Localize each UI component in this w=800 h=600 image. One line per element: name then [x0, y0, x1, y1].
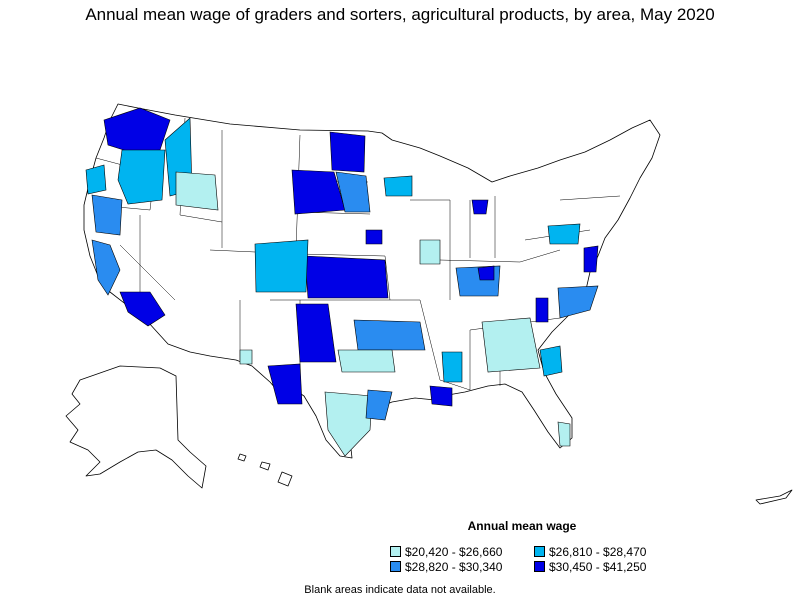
wage-region: [365, 389, 393, 421]
wage-region: [335, 171, 371, 213]
legend-swatch: [390, 561, 401, 572]
wage-region: [254, 239, 309, 293]
wage-region: [337, 349, 396, 373]
puerto-rico-outline: [755, 489, 793, 505]
wage-region: [304, 255, 389, 299]
wage-region: [535, 297, 549, 323]
wage-region: [365, 229, 383, 245]
wage-region: [583, 245, 599, 273]
legend-item: $30,450 - $41,250: [534, 560, 646, 574]
wage-region: [547, 223, 581, 245]
legend-label: $26,810 - $28,470: [549, 545, 647, 559]
wage-region: [539, 345, 563, 377]
wage-region: [91, 194, 123, 236]
wage-region: [383, 175, 413, 197]
wage-region: [353, 319, 426, 351]
wage-region: [557, 421, 571, 447]
legend-label: $30,450 - $41,250: [549, 560, 647, 574]
wage-region: [471, 199, 489, 215]
wage-region: [441, 351, 463, 383]
hawaii-island: [277, 471, 293, 487]
map-title: Annual mean wage of graders and sorters,…: [85, 5, 715, 24]
wage-region: [295, 303, 337, 363]
legend-item: $26,810 - $28,470: [534, 545, 646, 559]
wage-region: [119, 291, 166, 327]
hawaii-island: [237, 453, 247, 462]
legend-item: $28,820 - $30,340: [390, 560, 502, 574]
hawaii-island: [259, 461, 271, 471]
wage-region: [117, 149, 166, 205]
legend-swatch: [390, 546, 401, 557]
wage-region: [324, 391, 373, 457]
wage-region: [557, 285, 599, 319]
legend-title: Annual mean wage: [467, 519, 577, 533]
wage-region: [267, 363, 303, 405]
wage-region: [329, 131, 366, 173]
legend-label: $28,820 - $30,340: [405, 560, 503, 574]
legend-label: $20,420 - $26,660: [405, 545, 503, 559]
alaska-outline: [65, 365, 207, 489]
wage-region: [175, 171, 219, 211]
wage-region: [85, 164, 107, 195]
wage-region: [419, 239, 441, 265]
wage-region: [477, 265, 495, 281]
legend-item: $20,420 - $26,660: [390, 545, 502, 559]
legend-swatch: [534, 546, 545, 557]
wage-region: [429, 385, 453, 407]
wage-region: [91, 239, 121, 296]
legend-swatch: [534, 561, 545, 572]
wage-region: [481, 317, 541, 373]
footnote: Blank areas indicate data not available.: [304, 584, 496, 596]
wage-region: [239, 349, 253, 365]
